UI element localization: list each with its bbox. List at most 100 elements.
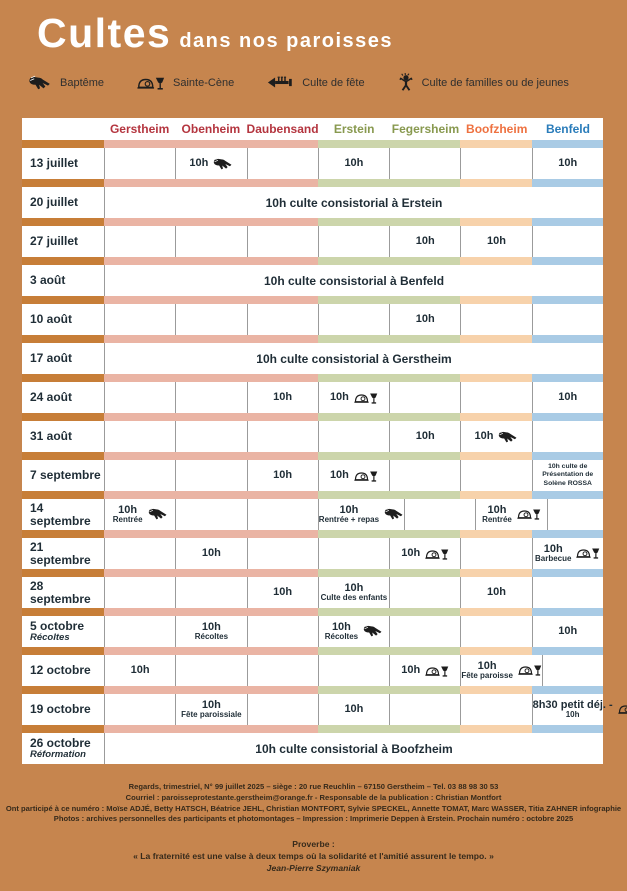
service-entry: 10h: [401, 547, 449, 561]
strip-segment: [317, 491, 390, 499]
table-row-28-septembre: 28 septembre 10h 10h Culte des enfants 10h: [22, 577, 603, 608]
service-cell-daubensand: [246, 538, 318, 569]
service-entry: 10h: [344, 157, 363, 169]
service-text: 10h: [273, 469, 292, 481]
column-header-daubensand: Daubensand: [246, 122, 319, 136]
strip-segment: [175, 530, 247, 538]
consistorial-cell: 10h culte consistorial à Gerstheim: [104, 343, 603, 374]
date-cell: 19 octobre: [22, 694, 104, 725]
strip-segment: [460, 335, 532, 343]
legend-item-bapteme: Baptême: [28, 75, 104, 91]
bapteme-icon: [384, 507, 404, 521]
service-entry: 10h: [416, 313, 435, 325]
strip-segment: [246, 530, 318, 538]
strip-segment: [317, 179, 390, 187]
date-label: 12 octobre: [30, 663, 91, 678]
strip-segment: [246, 413, 318, 421]
sainte-cene-icon: [425, 664, 449, 678]
service-cell-benfeld: [541, 655, 613, 686]
service-text: 10h: [416, 235, 435, 247]
strip-segment: [175, 452, 247, 460]
strip-segment: [104, 257, 176, 265]
table-row-12-octobre: 12 octobre 10h 10h 10h Fête paroisse: [22, 655, 603, 686]
legend-label: Baptême: [60, 76, 105, 89]
service-entry: 10h: [273, 391, 292, 403]
service-note: Rentrée + repas: [318, 515, 380, 525]
service-note: Récoltes: [324, 632, 359, 642]
bapteme-icon: [363, 624, 383, 638]
service-cell-fegersheim: 10h: [389, 421, 460, 452]
service-cell-daubensand: [246, 148, 318, 179]
service-text: 8h30 petit déj. -10h: [533, 699, 613, 720]
row-separator-strip: [22, 296, 603, 304]
service-text: 10h Rentrée + repas: [319, 504, 379, 525]
service-time: 10h: [415, 235, 435, 248]
sainte-cene-icon: [517, 507, 541, 521]
strip-segment: [389, 530, 461, 538]
strip-date-segment: [22, 452, 104, 460]
service-cell-obenheim: [175, 382, 246, 413]
strip-segment: [175, 413, 247, 421]
service-text: 10h: [330, 391, 349, 403]
service-cell-benfeld: 8h30 petit déj. -10h: [531, 694, 627, 725]
strip-segment: [317, 296, 390, 304]
service-cell-obenheim: 10h: [175, 538, 246, 569]
service-note: Fête paroisse: [461, 671, 513, 681]
service-cell-obenheim: [175, 304, 246, 335]
date-label: 13 juillet: [30, 156, 79, 171]
strip-segment: [246, 374, 318, 382]
service-cell-boofzheim: 10h: [460, 577, 531, 608]
row-separator-strip: [22, 257, 603, 265]
service-cell-erstein: [317, 226, 389, 257]
service-time: 10h: [273, 391, 293, 404]
strip-segment: [317, 413, 390, 421]
table-row-7-septembre: 7 septembre 10h 10h 10h culte de Présentati…: [22, 460, 603, 491]
legend-label: Culte de fête: [302, 76, 365, 89]
service-time: 10h: [189, 157, 209, 170]
service-cell-benfeld: [531, 304, 603, 335]
legend-item-familles: Culte de familles ou de jeunes: [398, 73, 569, 92]
date-label: 21 septembre: [30, 539, 91, 567]
date-cell: 12 octobre: [22, 655, 104, 686]
strip-segment: [460, 257, 532, 265]
column-header-erstein: Erstein: [333, 122, 375, 136]
date-label: 17 août: [30, 351, 73, 366]
service-entry: 10h: [474, 430, 518, 444]
service-note: 10h: [565, 710, 580, 720]
service-cell-fegersheim: [389, 460, 460, 491]
strip-segment: [175, 218, 247, 226]
sainte-cene-icon: [425, 547, 449, 561]
service-time: 10h: [201, 547, 221, 560]
service-time: 10h: [273, 469, 293, 482]
service-entry: 10h Culte des enfants: [321, 582, 388, 603]
service-cell-obenheim: [175, 421, 246, 452]
date-label: 14 septembre: [30, 500, 91, 528]
service-text: 10h: [202, 547, 221, 559]
date-label: 27 juillet: [30, 234, 79, 249]
strip-segment: [246, 335, 318, 343]
service-cell-benfeld: 10h Barbecue: [531, 538, 603, 569]
column-header-fegersheim: Fegersheim: [391, 122, 460, 136]
service-time: 10h: [329, 469, 349, 482]
service-cell-gerstheim: [104, 694, 175, 725]
strip-segment: [531, 725, 603, 733]
strip-segment: [317, 530, 390, 538]
service-cell-boofzheim: 10h Rentrée: [475, 499, 546, 530]
strip-segment: [317, 335, 390, 343]
strip-segment: [460, 452, 532, 460]
strip-segment: [531, 179, 603, 187]
service-cell-obenheim: [175, 577, 246, 608]
strip-segment: [389, 569, 461, 577]
service-entry: 8h30 petit déj. -10h: [533, 699, 627, 720]
strip-date-segment: [22, 725, 104, 733]
service-entry: 10h Rentrée: [113, 504, 168, 525]
strip-segment: [175, 335, 247, 343]
service-cell-obenheim: 10h Fête paroissiale: [175, 694, 246, 725]
service-cell-daubensand: [246, 226, 318, 257]
service-cell-gerstheim: [104, 304, 175, 335]
service-cell-fegersheim: 10h: [389, 538, 460, 569]
table-row-21-septembre: 21 septembre 10h 10h 10h Barbecue: [22, 538, 603, 569]
service-cell-fegersheim: [389, 616, 460, 647]
legend-label: Sainte-Cène: [173, 76, 235, 89]
service-text: 10h Rentrée: [113, 504, 143, 525]
